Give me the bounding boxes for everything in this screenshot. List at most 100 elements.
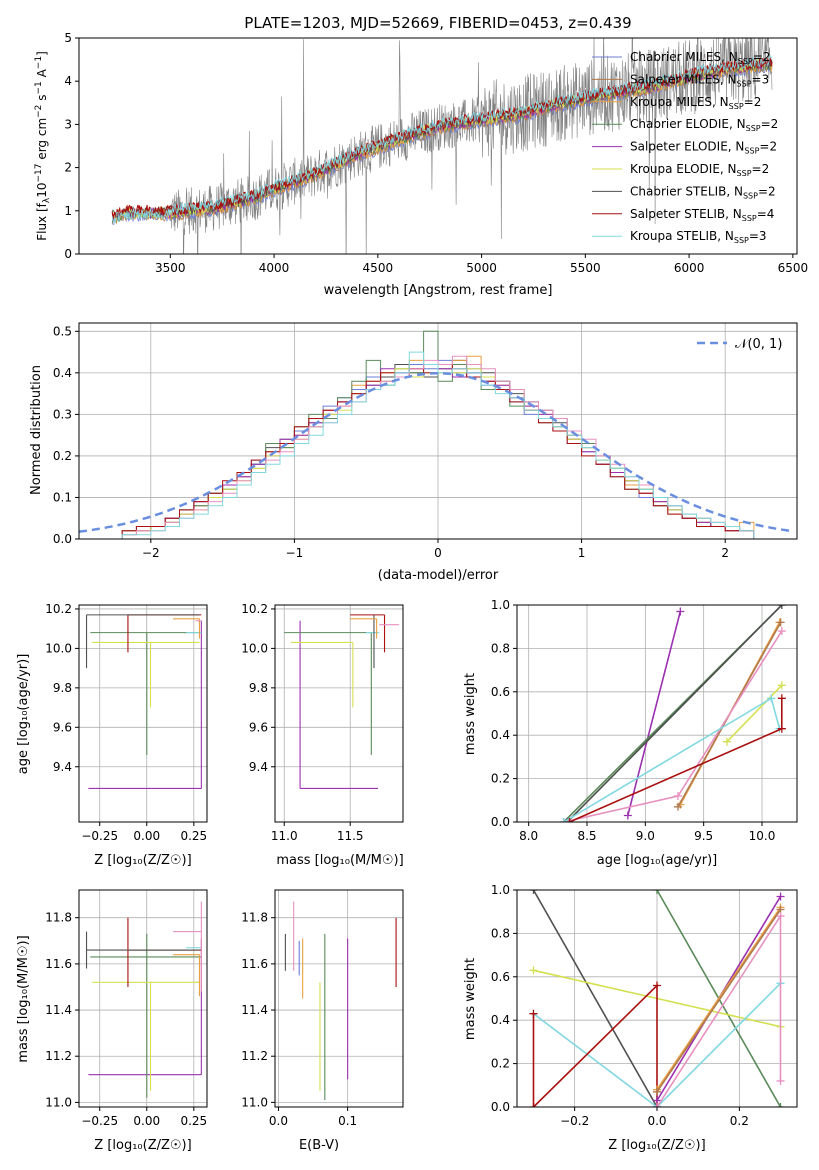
axes-frame — [78, 37, 798, 255]
x-tick-label: −0.25 — [81, 1114, 118, 1128]
y-tick-label: 0.0 — [53, 532, 72, 546]
histogram-series — [121, 351, 755, 539]
y-tick-label: 1 — [64, 204, 72, 218]
error-bar — [88, 938, 202, 1076]
x-tick-label: 8.5 — [577, 829, 596, 843]
y-tick-label: 11.8 — [45, 911, 72, 925]
mass-ebv-axes: 0.0 0.1 11.0 11.2 11.4 11.6 11.8 — [241, 889, 404, 1128]
residuals-axes-marks — [79, 330, 795, 539]
y-tick-label: 1.0 — [491, 883, 510, 897]
y-tick-label: 10.0 — [45, 641, 72, 655]
point-marker — [776, 1076, 785, 1085]
x-tick-label: −0.2 — [560, 1114, 589, 1128]
y-tick-label: 11.0 — [241, 1095, 268, 1109]
point-marker — [777, 605, 786, 609]
weight-line — [726, 684, 783, 743]
axes-frame — [274, 889, 404, 1108]
weight-line — [656, 909, 782, 1093]
x-tick-label: −2 — [142, 546, 160, 560]
weight-line — [532, 890, 658, 1107]
error-bar — [290, 641, 354, 708]
mass-z-ylabel: mass [log₁₀(M/M☉)] — [16, 935, 31, 1062]
age-mass-xlabel: mass [log₁₀(M/M☉)] — [276, 853, 403, 868]
x-tick-label: 0.0 — [269, 1114, 288, 1128]
error-bar — [284, 632, 372, 755]
x-tick-label: 2 — [721, 546, 729, 560]
weight-line — [566, 605, 783, 822]
point-marker — [776, 892, 785, 901]
spectrum-xlabel: wavelength [Angstrom, rest frame] — [324, 283, 553, 298]
y-tick-label: 11.6 — [45, 957, 72, 971]
mw-age-ylabel: mass weight — [463, 673, 478, 755]
point-marker — [676, 607, 685, 616]
x-tick-label: 11.5 — [337, 829, 364, 843]
x-tick-label: 6000 — [674, 261, 705, 275]
weight-line — [656, 906, 782, 1091]
y-tick-label: 0.6 — [491, 970, 510, 984]
spectrum-title: PLATE=1203, MJD=52669, FIBERID=0453, z=0… — [244, 14, 631, 32]
mass-z-axes-marks — [85, 901, 202, 1098]
y-tick-label: 0.4 — [53, 366, 72, 380]
mass-ebv-xlabel: E(B-V) — [299, 1138, 339, 1153]
x-tick-label: 4000 — [259, 261, 290, 275]
point-marker — [529, 1103, 538, 1107]
error-bar — [127, 917, 202, 987]
x-tick-label: 11.0 — [271, 829, 298, 843]
spectrum-axes-marks — [111, 38, 773, 254]
legend-label: Kroupa ELODIE, NSSP=2 — [630, 162, 769, 178]
error-bar — [85, 931, 200, 969]
mw-z-ylabel: mass weight — [463, 958, 478, 1040]
y-tick-label: 9.4 — [53, 760, 72, 774]
mw-z-xlabel: Z [log₁₀(Z/Z☉)] — [608, 1138, 705, 1153]
weight-line — [656, 913, 782, 1107]
point-marker — [565, 818, 574, 822]
point-marker — [653, 981, 661, 990]
residuals-ylabel: Normed distribution — [29, 365, 44, 495]
y-tick-label: 0.4 — [491, 728, 510, 742]
legend-label: 𝒩(0, 1) — [735, 337, 782, 352]
x-tick-label: 0.25 — [180, 829, 207, 843]
y-tick-label: 10.0 — [241, 641, 268, 655]
x-tick-label: 5000 — [466, 261, 497, 275]
x-tick-label: 10.0 — [749, 829, 776, 843]
x-tick-label: 5500 — [570, 261, 601, 275]
y-tick-label: 9.6 — [53, 720, 72, 734]
y-tick-label: 0.1 — [53, 490, 72, 504]
x-tick-label: 6500 — [778, 261, 809, 275]
legend-label: Kroupa MILES, NSSP=2 — [630, 95, 761, 111]
error-bar — [92, 641, 200, 708]
legend-label: Salpeter MILES, NSSP=3 — [630, 72, 769, 88]
y-tick-label: 0.6 — [491, 685, 510, 699]
point-marker — [623, 811, 632, 820]
y-tick-label: 0.3 — [53, 407, 72, 421]
error-bar — [127, 614, 202, 653]
y-tick-label: 11.4 — [45, 1003, 72, 1017]
x-tick-label: 0.1 — [338, 1114, 357, 1128]
legend-label: Kroupa STELIB, NSSP=3 — [630, 229, 767, 245]
y-tick-label: 11.6 — [241, 957, 268, 971]
y-tick-label: 11.8 — [241, 911, 268, 925]
y-tick-label: 0.0 — [491, 1100, 510, 1114]
legend-label: Chabrier STELIB, NSSP=2 — [630, 184, 776, 200]
mw-age-axes-marks — [559, 605, 786, 822]
x-tick-label: 0 — [434, 546, 442, 560]
axes-frame — [78, 322, 798, 540]
y-tick-label: 10.2 — [241, 602, 268, 616]
legend-label: Chabrier ELODIE, NSSP=2 — [630, 117, 778, 133]
y-tick-label: 0.2 — [491, 772, 510, 786]
age-z-axes: −0.25 0.00 0.25 9.4 9.6 9.8 10.0 10.2 — [45, 602, 208, 843]
error-bar — [350, 614, 386, 653]
mass-ebv-axes-marks — [284, 901, 397, 1101]
y-tick-label: 0.8 — [491, 641, 510, 655]
error-bar — [173, 901, 202, 992]
y-tick-label: 11.2 — [45, 1049, 72, 1063]
x-tick-label: −0.25 — [81, 829, 118, 843]
error-bar — [299, 620, 378, 790]
x-tick-label: 0.25 — [180, 1114, 207, 1128]
axes-frame — [516, 604, 798, 823]
legend-label: Salpeter STELIB, NSSP=4 — [630, 207, 774, 223]
point-marker — [777, 694, 786, 703]
residuals-axes: −2 −1 0 1 2 0.0 0.1 0.2 0.3 0.4 0.5 𝒩(0, 1) — [53, 322, 798, 560]
y-tick-label: 3 — [64, 117, 72, 131]
